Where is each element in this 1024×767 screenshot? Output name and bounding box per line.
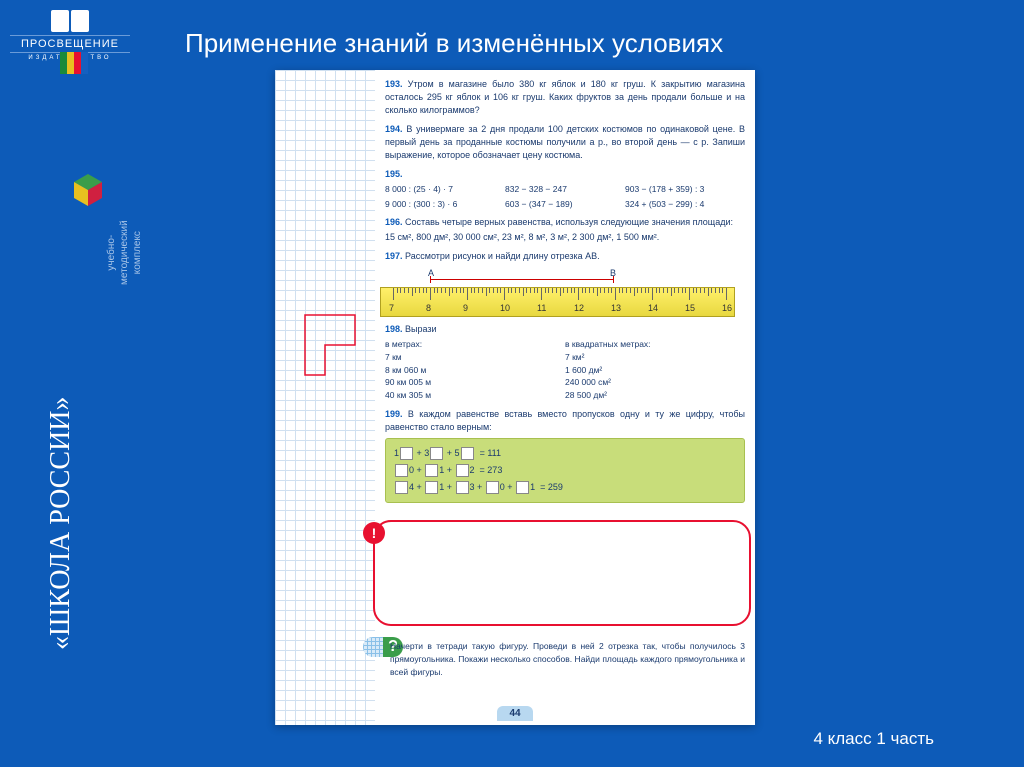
highlight-frame bbox=[373, 520, 751, 626]
sidebar: «ШКОЛА РОССИИ» учебно-методическийкомпле… bbox=[10, 90, 130, 730]
page-number: 44 bbox=[497, 706, 533, 721]
grid-margin bbox=[275, 70, 375, 725]
red-shape-figure bbox=[295, 305, 365, 385]
problem-195: 195. 8 000 : (25 · 4) · 7 832 − 328 − 24… bbox=[385, 168, 745, 210]
color-stripe bbox=[60, 52, 88, 74]
slide-title: Применение знаний в изменённых условиях bbox=[185, 28, 723, 59]
sidebar-title: «ШКОЛА РОССИИ» bbox=[45, 396, 77, 650]
problem-197: 197. Рассмотри рисунок и найди длину отр… bbox=[385, 250, 745, 317]
logo-brand: ПРОСВЕЩЕНИЕ bbox=[10, 35, 130, 53]
problem-193: 193. Утром в магазине было 380 кг яблок … bbox=[385, 78, 745, 117]
equation-box: 1 + 3 + 5 = 111 0 + 1 + 2 = 273 4 + 1 + … bbox=[385, 438, 745, 503]
ab-segment: A B bbox=[400, 269, 745, 287]
problem-194: 194. В универмаге за 2 дня продали 100 д… bbox=[385, 123, 745, 162]
problem-198: 198. Вырази в метрах: 7 км 8 км 060 м 90… bbox=[385, 323, 745, 402]
problems-content: 193. Утром в магазине было 380 кг яблок … bbox=[385, 78, 745, 509]
exclamation-icon: ! bbox=[363, 522, 385, 544]
cube-icon bbox=[68, 170, 108, 215]
textbook-page: 193. Утром в магазине было 380 кг яблок … bbox=[275, 70, 755, 725]
footer-text: 4 класс 1 часть bbox=[813, 729, 934, 749]
problem-196: 196. Составь четыре верных равенства, ис… bbox=[385, 216, 745, 244]
sidebar-subtitle: учебно-методическийкомплекс bbox=[105, 220, 144, 285]
bottom-task: Начерти в тетради такую фигуру. Проведи … bbox=[390, 640, 745, 678]
ruler: 78910111213141516 bbox=[380, 287, 735, 317]
problem-199: 199. В каждом равенстве вставь вместо пр… bbox=[385, 408, 745, 503]
